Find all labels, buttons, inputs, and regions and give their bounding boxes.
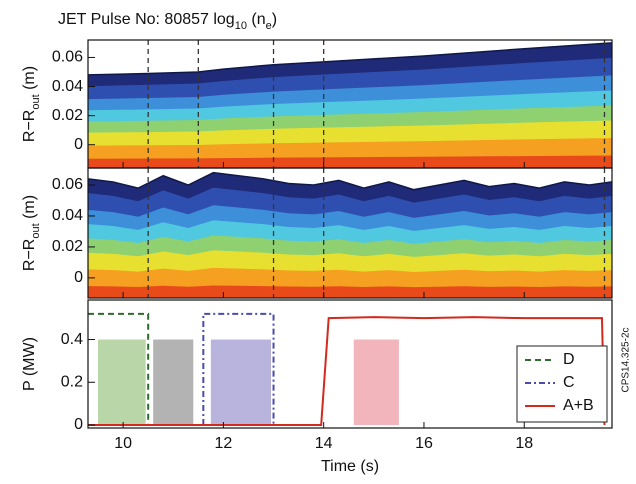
x-tick-label: 14 — [315, 435, 333, 452]
y-tick-label: 0.2 — [61, 373, 83, 390]
label-part: JET Pulse No: 80857 log — [58, 11, 235, 28]
density-layer — [88, 168, 612, 174]
label: R−Rout (m) — [21, 66, 42, 142]
label-part: (m) — [21, 66, 38, 94]
x-tick-label: 12 — [214, 435, 232, 452]
power-line — [88, 316, 606, 427]
x-tick-label: 16 — [415, 435, 433, 452]
plot-area — [88, 312, 606, 427]
y-tick-label: 0.02 — [52, 238, 83, 255]
label-part: out — [30, 223, 42, 238]
panel-frame — [87, 299, 613, 429]
legend-label: C — [563, 374, 575, 391]
edge-line — [88, 171, 612, 191]
panel-frame — [87, 167, 613, 299]
power-block — [210, 339, 272, 426]
power-line — [88, 312, 150, 426]
y-tick-label: 0 — [74, 136, 83, 153]
power-block — [353, 339, 399, 426]
label-part: e — [266, 20, 272, 32]
legend-label: A+B — [563, 397, 594, 414]
x-tick-label: 18 — [515, 435, 533, 452]
density-layer — [88, 285, 612, 298]
label-part: P (MW) — [21, 337, 38, 391]
y-tick-label: 0.06 — [52, 49, 83, 66]
label-part: (m) — [21, 195, 38, 223]
density-layer — [88, 298, 612, 304]
x-axis-label: Time (s) — [321, 458, 379, 475]
x-tick-label: 10 — [114, 435, 132, 452]
label-part: ) — [272, 11, 277, 28]
label-part: R−R — [21, 239, 38, 271]
label-part: R−R — [21, 110, 38, 142]
density-layer — [88, 155, 612, 168]
label-part: out — [30, 94, 42, 109]
power-block — [98, 339, 146, 426]
figure-id: CPS14.325-2c — [621, 327, 632, 392]
label: R−Rout (m) — [21, 195, 42, 271]
power-block — [153, 339, 194, 426]
plot-area — [88, 40, 612, 174]
y-tick-label: 0.4 — [61, 331, 83, 348]
y-tick-label: 0.02 — [52, 107, 83, 124]
y-tick-label: 0.06 — [52, 176, 83, 193]
edge-line — [88, 42, 612, 76]
plot-area — [88, 168, 612, 304]
legend-label: D — [563, 351, 575, 368]
label: P (MW) — [21, 337, 38, 391]
legend-box — [516, 345, 608, 423]
y-tick-label: 0.04 — [52, 78, 83, 95]
y-tick-label: 0 — [74, 269, 83, 286]
y-tick-label: 0 — [74, 416, 83, 433]
label-part: (n — [247, 11, 266, 28]
label-part: 10 — [235, 20, 247, 32]
chart-title: JET Pulse No: 80857 log10 (ne) — [58, 11, 277, 32]
y-tick-label: 0.04 — [52, 207, 83, 224]
